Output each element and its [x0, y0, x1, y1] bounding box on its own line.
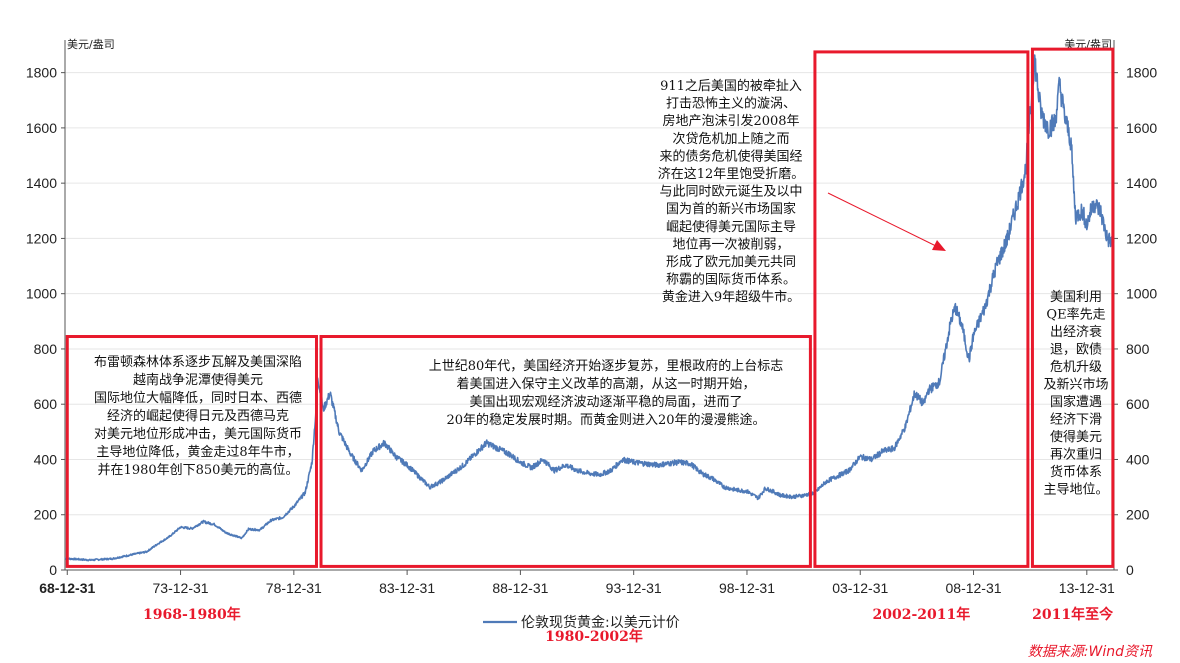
annotation-line: 着美国进入保守主义改革的高潮，从这一时期开始，	[456, 376, 755, 392]
annotation-line: 越南战争泥潭使得美元	[133, 372, 263, 388]
annotation-arrow-head	[932, 240, 946, 251]
y-tick-label-left: 1800	[26, 65, 57, 81]
annotation-line: 与此同时欧元诞生及以中	[659, 185, 802, 200]
x-tick-label: 78-12-31	[266, 580, 322, 596]
annotation-line: 地位再一次被削弱，	[672, 236, 789, 252]
y-tick-label-left: 0	[49, 562, 57, 578]
y-tick-label-right: 1400	[1126, 175, 1157, 191]
annotation-line: 打击恐怖主义的漩涡、	[666, 96, 796, 112]
y-tick-label-right: 800	[1126, 341, 1150, 357]
y-tick-label-left: 600	[34, 396, 58, 412]
y-ticks-right: 0 200 400 600 800 1000 1200 1400 1600 1800	[1114, 65, 1157, 578]
y-tick-label-left: 1600	[26, 120, 57, 136]
x-tick-label: 88-12-31	[492, 580, 548, 596]
annotation-line: 国为首的新兴市场国家	[666, 201, 796, 217]
annotation-line: 黄金进入9年超级牛市。	[662, 289, 800, 305]
period-labels: 1968-1980年 1980-2002年 2002-2011年 2011年至今	[143, 606, 1113, 645]
annotation-line: 对美元地位形成冲击，美元国际货币	[94, 426, 302, 442]
period-boxes	[65, 47, 1115, 568]
annotation-line: 美国出现宏观经济波动逐渐平稳的局面，进而了	[469, 394, 742, 410]
annotation-line: 形成了欧元加美元共同	[666, 255, 796, 270]
annotation-line: 及新兴市场	[1043, 377, 1108, 393]
annotation-line: 出经济衰	[1050, 324, 1102, 340]
annotation-line: 主导地位降低，黄金走过8年牛市，	[96, 444, 299, 460]
y-ticks-left: 0 200 400 600 800 1000 1200 1400 1600 1800	[26, 65, 65, 578]
x-tick-label: 03-12-31	[832, 580, 888, 596]
annotation-line: 次贷危机加上随之而	[672, 131, 789, 147]
left-unit-label: 美元/盎司	[67, 37, 115, 51]
annotation-line: 国家遭遇	[1050, 394, 1102, 410]
x-ticks: 68-12-31 73-12-31 78-12-31 83-12-31 88-12-31…	[39, 570, 1115, 596]
data-source-label: 数据来源:Wind资讯	[1028, 644, 1153, 660]
period-label-1: 1968-1980年	[143, 606, 241, 623]
x-tick-label: 13-12-31	[1059, 580, 1115, 596]
annotation-line: 使得美元	[1050, 429, 1102, 445]
annotation-line: 崛起使得美元国际主导	[666, 219, 796, 235]
y-tick-label-left: 1200	[26, 230, 57, 246]
annotation-line: 布雷顿森林体系逐步瓦解及美国深陷	[94, 355, 302, 370]
y-tick-label-right: 0	[1126, 562, 1134, 578]
period-label-2: 1980-2002年	[545, 628, 643, 645]
annotation-line: 主导地位。	[1043, 483, 1108, 498]
annotation-line: 危机升级	[1050, 360, 1102, 375]
y-tick-label-right: 200	[1126, 507, 1150, 523]
annotation-arrow	[827, 192, 941, 249]
annotations: 布雷顿森林体系逐步瓦解及美国深陷越南战争泥潭使得美元国际地位大幅降低，同时日本、…	[94, 78, 1109, 498]
annotation-4: 美国利用 QE率先走出经济衰退，欧债危机升级及新兴市场国家遭遇经济下滑使得美元再次…	[1043, 290, 1108, 498]
annotation-line: 20年的稳定发展时期。而黄金则进入20年的漫漫熊途。	[446, 412, 765, 428]
y-tick-label-right: 400	[1126, 451, 1150, 467]
grid-lines	[65, 72, 1114, 516]
annotation-line: 美国利用	[1050, 290, 1102, 305]
x-tick-label: 08-12-31	[946, 580, 1002, 596]
annotation-line: 经济下滑	[1050, 413, 1102, 428]
y-tick-label-left: 800	[34, 341, 58, 357]
y-tick-label-right: 1200	[1126, 230, 1157, 246]
axes	[64, 40, 1115, 571]
y-tick-label-right: 1800	[1126, 65, 1157, 81]
x-tick-label: 83-12-31	[379, 580, 435, 596]
legend-label: 伦敦现货黄金:以美元计价	[521, 614, 680, 631]
y-tick-label-left: 400	[34, 451, 58, 467]
annotation-line: 济在这12年里饱受折磨。	[658, 166, 805, 182]
period-box-2	[319, 335, 812, 568]
annotation-line: 经济的崛起使得日元及西德马克	[107, 408, 289, 424]
annotation-line: 房地产泡沫引发2008年	[662, 113, 799, 129]
annotation-line: 国际地位大幅降低，同时日本、西德	[94, 391, 302, 406]
period-box-3	[813, 50, 1030, 568]
annotation-line: 再次重归	[1050, 447, 1102, 463]
period-box-4	[1030, 47, 1115, 568]
y-tick-label-right: 1600	[1126, 120, 1157, 136]
annotation-line: 货币体系	[1050, 464, 1102, 480]
y-tick-label-right: 1000	[1126, 286, 1157, 302]
x-tick-label: 93-12-31	[606, 580, 662, 596]
legend: 伦敦现货黄金:以美元计价	[483, 614, 680, 631]
annotation-line: 称霸的国际货币体系。	[666, 272, 796, 288]
gold-price-line	[64, 54, 1115, 562]
x-tick-label: 73-12-31	[153, 580, 209, 596]
y-tick-label-left: 200	[34, 507, 58, 523]
period-label-3: 2002-2011年	[873, 606, 971, 623]
y-tick-label-left: 1400	[26, 175, 57, 191]
series-layer	[64, 54, 1115, 562]
annotation-line: 来的债务危机使得美国经	[659, 148, 802, 164]
annotation-line: 上世纪80年代，美国经济开始逐步复苏，里根政府的上台标志	[429, 358, 784, 374]
x-tick-label: 98-12-31	[719, 580, 775, 596]
right-unit-label: 美元/盎司	[1064, 37, 1112, 51]
period-label-4: 2011年至今	[1032, 606, 1113, 623]
annotation-line: 911之后美国的被牵扯入	[660, 78, 802, 94]
x-tick-label: 68-12-31	[39, 580, 95, 596]
annotation-line: QE率先走	[1046, 307, 1105, 323]
period-box-1	[65, 335, 318, 568]
y-tick-label-left: 1000	[26, 286, 57, 302]
annotation-3: 911之后美国的被牵扯入打击恐怖主义的漩涡、房地产泡沫引发2008年次贷危机加上…	[658, 78, 805, 305]
annotation-1: 布雷顿森林体系逐步瓦解及美国深陷越南战争泥潭使得美元国际地位大幅降低，同时日本、…	[94, 355, 302, 478]
annotation-line: 并在1980年创下850美元的高位。	[98, 462, 299, 478]
annotation-line: 退，欧债	[1050, 343, 1102, 358]
annotation-2: 上世纪80年代，美国经济开始逐步复苏，里根政府的上台标志着美国进入保守主义改革的…	[429, 358, 784, 428]
y-tick-label-right: 600	[1126, 396, 1150, 412]
